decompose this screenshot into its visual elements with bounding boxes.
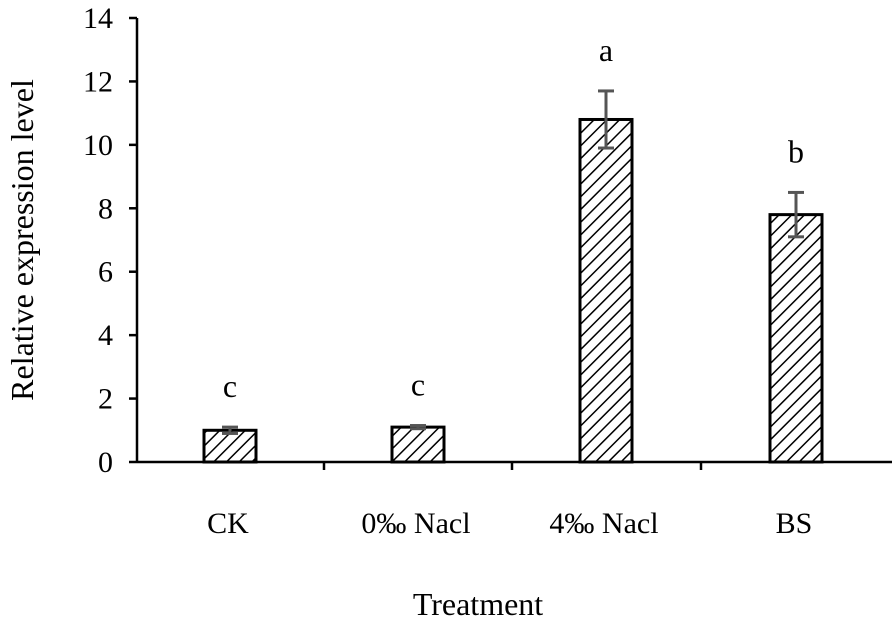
y-tick-label: 6 (98, 256, 113, 289)
error-bar (788, 190, 804, 239)
significance-letter: a (599, 32, 613, 68)
bar (202, 428, 258, 464)
bars-group: c c a b (202, 32, 824, 464)
error-bar (598, 89, 614, 150)
x-tick-label: 4‰ Nacl (549, 507, 658, 540)
y-axis-ticks: 0 2 4 6 8 10 12 14 (83, 2, 137, 479)
y-tick-label: 14 (83, 2, 113, 35)
y-tick-label: 4 (98, 319, 113, 352)
x-tick-label: CK (207, 507, 249, 540)
y-axis-title: Relative expression level (4, 79, 40, 401)
x-tick-label: 0‰ Nacl (361, 507, 470, 540)
error-bar (222, 425, 238, 435)
significance-letter: c (223, 368, 237, 404)
x-axis-tick-labels: CK 0‰ Nacl 4‰ Nacl BS (207, 462, 812, 540)
y-tick-label: 8 (98, 192, 113, 225)
bar (768, 213, 824, 464)
significance-letter: c (411, 367, 425, 403)
bar (578, 117, 634, 464)
significance-letter: b (788, 133, 804, 169)
x-axis-title: Treatment (413, 586, 543, 620)
bar (390, 425, 446, 464)
x-tick-label: BS (776, 507, 813, 540)
y-tick-label: 10 (83, 129, 113, 162)
error-bar (410, 424, 426, 431)
y-tick-label: 12 (83, 65, 113, 98)
y-tick-label: 2 (98, 383, 113, 416)
y-tick-label: 0 (98, 446, 113, 479)
